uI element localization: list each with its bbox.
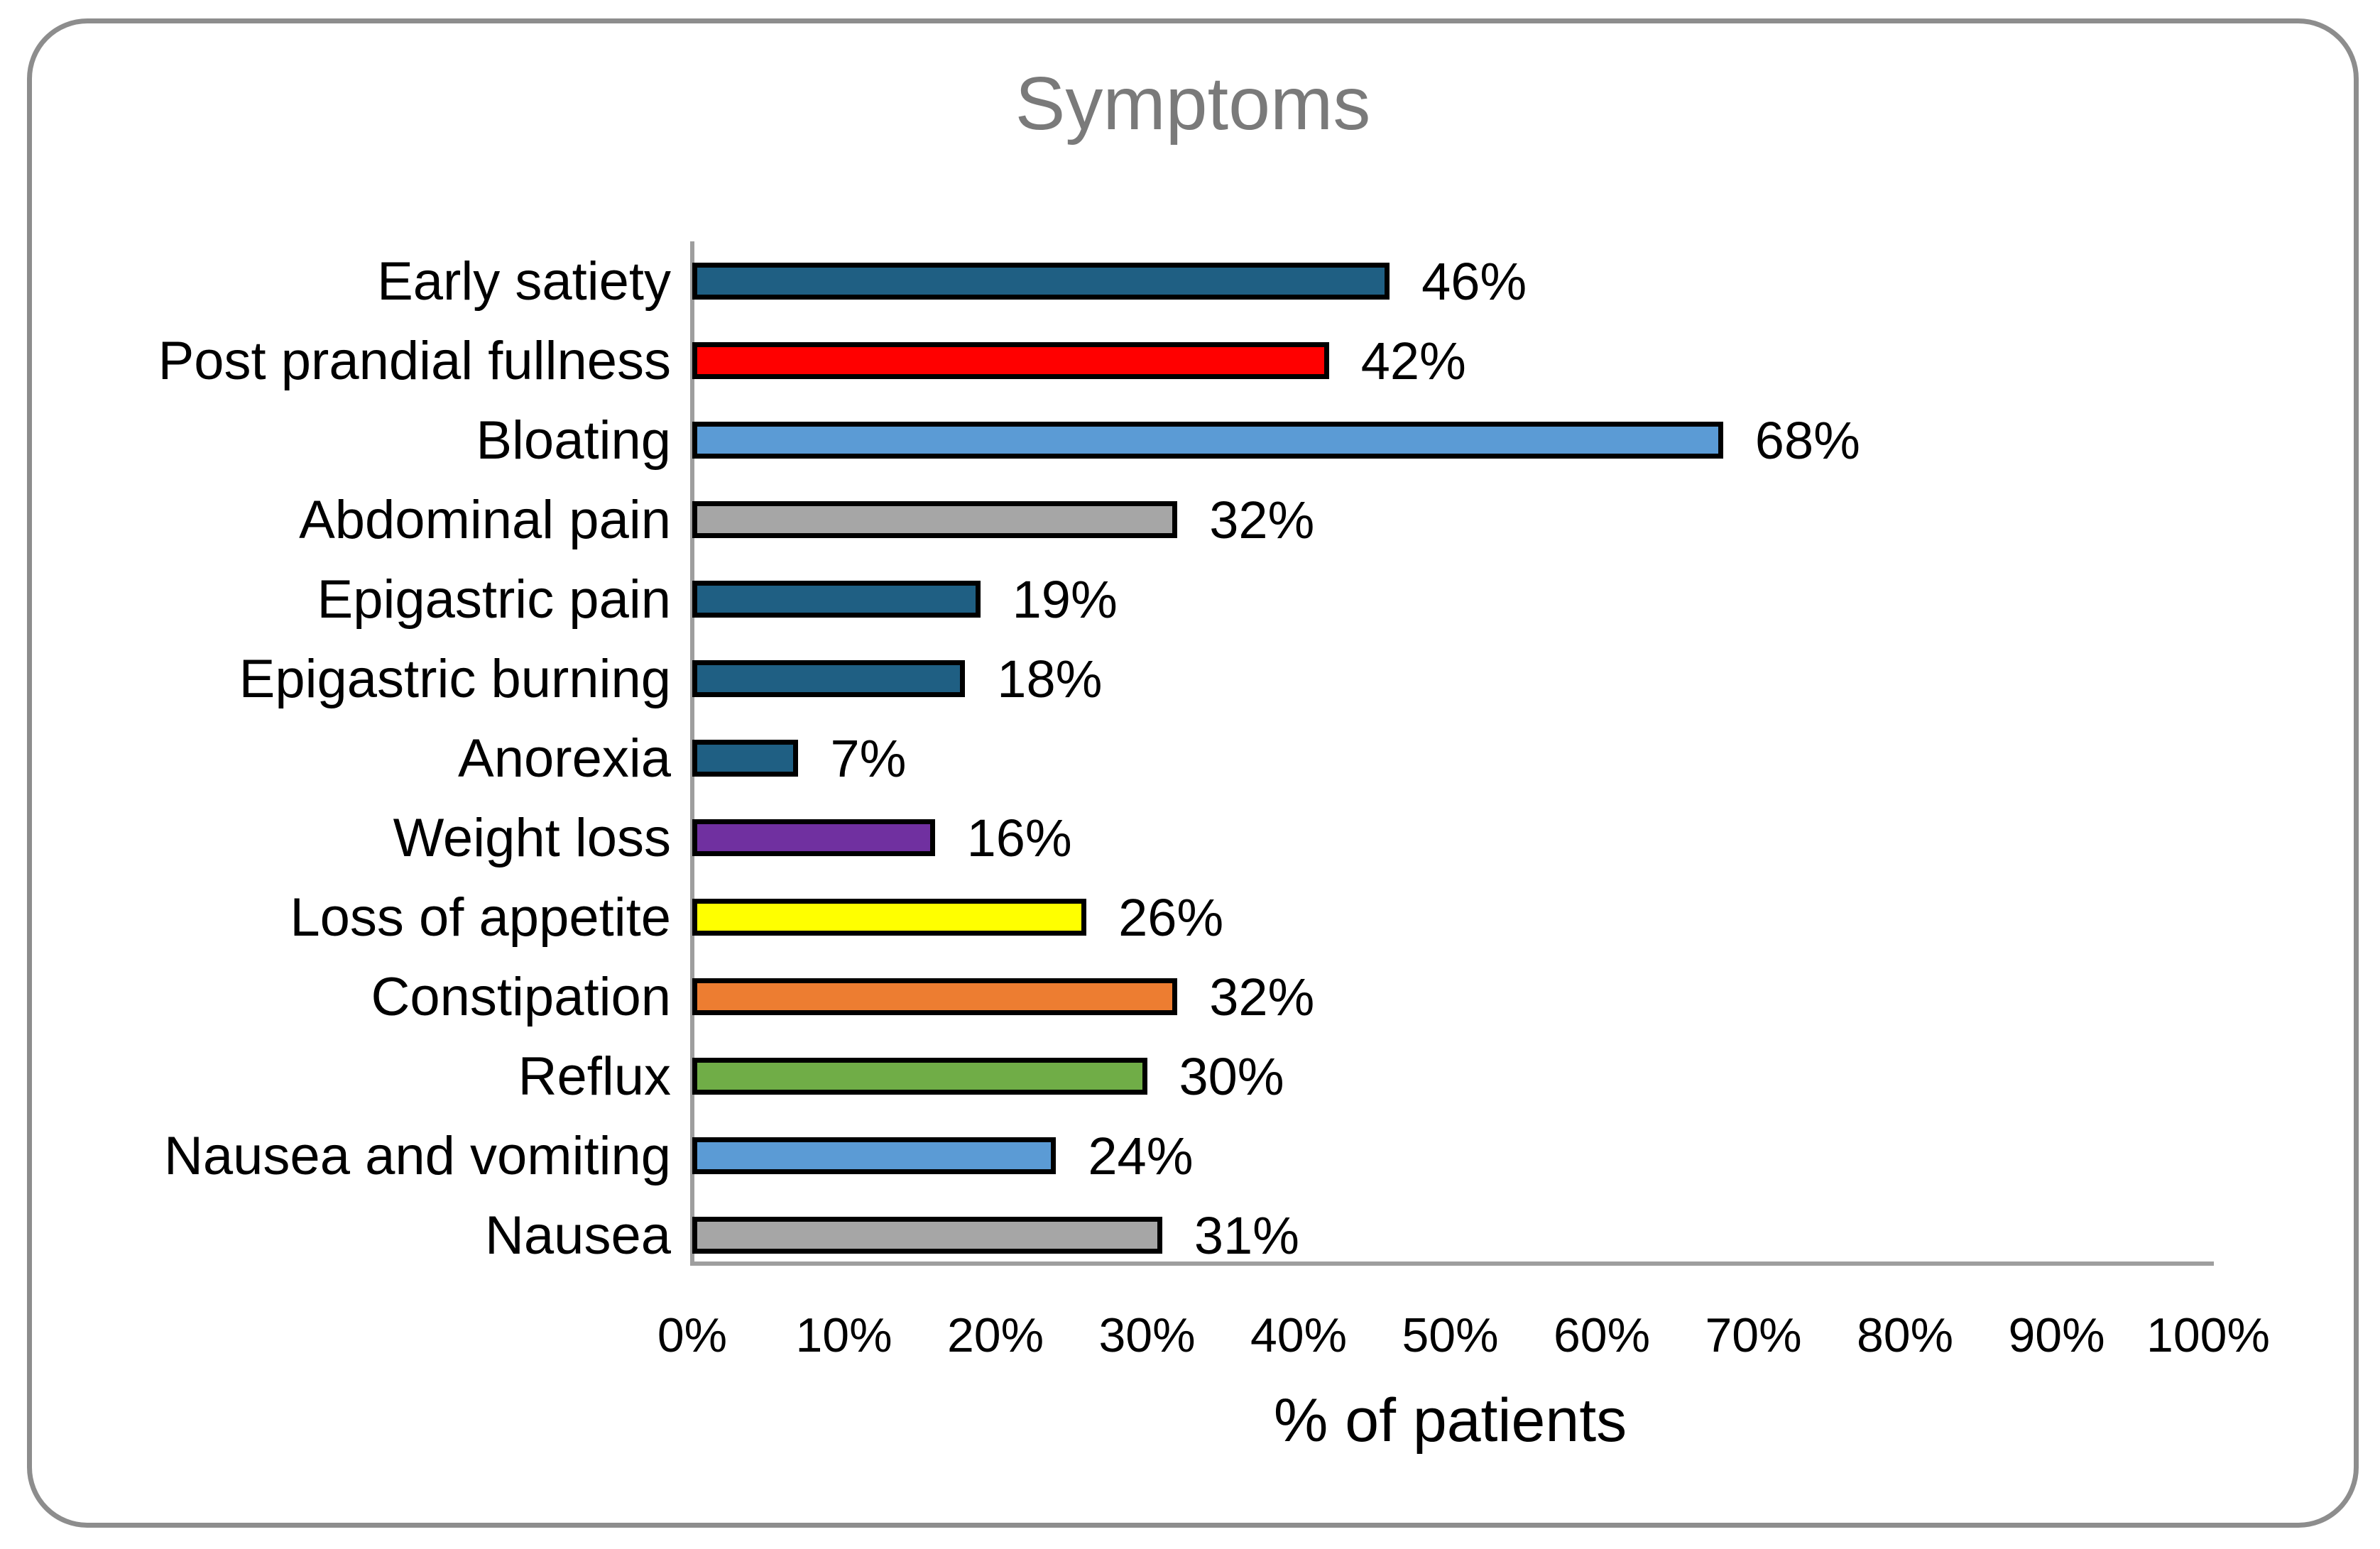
bar (692, 819, 935, 856)
value-label: 46% (1421, 251, 1527, 311)
x-tick-label: 30% (1098, 1308, 1196, 1362)
bar (692, 581, 981, 618)
category-label: Constipation (371, 966, 672, 1027)
x-tick-label: 40% (1250, 1308, 1348, 1362)
category-label: Bloating (476, 410, 671, 471)
bar-row: Anorexia 7% (0, 728, 2380, 789)
bar (692, 1217, 1162, 1254)
value-label: 32% (1209, 967, 1315, 1027)
bar (692, 501, 1178, 538)
bar (692, 342, 1329, 379)
value-label: 30% (1179, 1046, 1284, 1106)
x-tick-label: 0% (657, 1308, 728, 1362)
value-label: 7% (830, 728, 907, 788)
value-label: 19% (1012, 569, 1118, 629)
x-axis-line (690, 1261, 2214, 1266)
x-tick-label: 50% (1402, 1308, 1499, 1362)
chart-title: Symptoms (1015, 62, 1371, 146)
category-label: Early satiety (377, 251, 671, 312)
category-label: Nausea (485, 1205, 671, 1266)
x-tick-label: 10% (795, 1308, 892, 1362)
bar (692, 978, 1178, 1015)
bar (692, 263, 1390, 300)
bar-row: Abdominal pain 32% (0, 489, 2380, 550)
bar (692, 660, 966, 697)
bar (692, 740, 799, 777)
x-tick-label: 70% (1705, 1308, 1802, 1362)
x-tick-label: 20% (946, 1308, 1044, 1362)
bar (692, 1137, 1057, 1174)
bar-row: Weight loss 16% (0, 807, 2380, 868)
bar-row: Nausea 31% (0, 1205, 2380, 1266)
value-label: 32% (1209, 490, 1315, 549)
category-label: Abdominal pain (299, 489, 671, 550)
bar-row: Epigastric pain 19% (0, 569, 2380, 630)
bar (692, 422, 1723, 459)
value-label: 26% (1118, 887, 1224, 947)
value-label: 31% (1194, 1205, 1299, 1265)
x-tick-label: 90% (2008, 1308, 2105, 1362)
bar-row: Epigastric burning 18% (0, 648, 2380, 709)
bar-row: Constipation 32% (0, 966, 2380, 1027)
category-label: Loss of appetite (290, 887, 671, 948)
value-label: 16% (966, 808, 1072, 867)
bar-row: Loss of appetite 26% (0, 887, 2380, 948)
category-label: Weight loss (393, 807, 671, 868)
category-label: Epigastric burning (239, 648, 671, 709)
bar-row: Nausea and vomiting 24% (0, 1125, 2380, 1186)
x-axis-title: % of patients (1273, 1386, 1627, 1455)
bar-row: Bloating 68% (0, 410, 2380, 471)
bar (692, 899, 1087, 936)
value-label: 68% (1754, 410, 1860, 470)
bar-row: Post prandial fullness 42% (0, 330, 2380, 391)
category-label: Reflux (518, 1046, 671, 1107)
value-label: 24% (1088, 1126, 1194, 1186)
bar-row: Reflux 30% (0, 1046, 2380, 1107)
bar (692, 1058, 1147, 1095)
category-label: Nausea and vomiting (164, 1125, 671, 1186)
x-tick-label: 80% (1856, 1308, 1954, 1362)
value-label: 42% (1360, 331, 1466, 390)
category-label: Post prandial fullness (158, 330, 671, 391)
bar-row: Early satiety 46% (0, 251, 2380, 312)
x-tick-label: 100% (2146, 1308, 2270, 1362)
value-label: 18% (997, 649, 1103, 708)
category-label: Epigastric pain (317, 569, 672, 630)
category-label: Anorexia (458, 728, 671, 789)
x-tick-label: 60% (1553, 1308, 1651, 1362)
